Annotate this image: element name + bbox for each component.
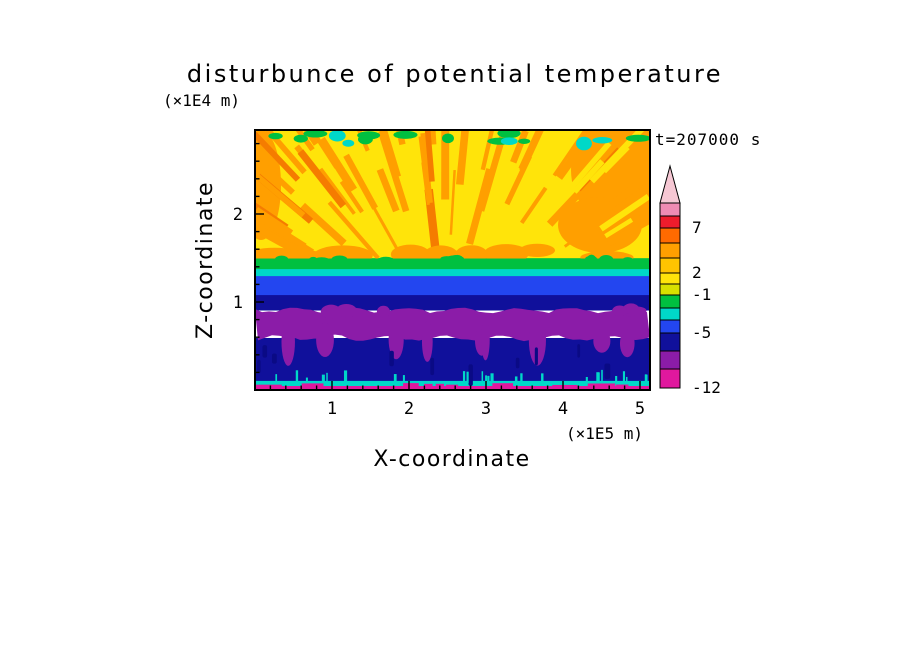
contour-plot: 1 2 3 4 5 1 2	[233, 129, 651, 419]
x-tick-label: 1	[327, 399, 337, 419]
colorbar-cell	[659, 368, 681, 389]
time-annotation: t=207000 s	[655, 130, 762, 149]
colorbar-cell	[659, 272, 681, 285]
y-axis-unit-label: (×1E4 m)	[163, 91, 241, 110]
x-tick-label: 3	[481, 399, 491, 419]
colorbar-cell	[659, 227, 681, 244]
x-axis-unit-label: (×1E5 m)	[566, 424, 644, 443]
colorbar-label: -5	[692, 323, 711, 342]
colorbar-cell	[659, 257, 681, 274]
colorbar-arrow	[659, 164, 681, 204]
x-tick-label: 2	[404, 399, 414, 419]
y-tick-label: 1	[233, 293, 243, 313]
x-tick-label: 4	[558, 399, 568, 419]
colorbar-cell	[659, 294, 681, 309]
colorbar-cell	[659, 202, 681, 217]
colorbar: 7 2 -1 -5 -12	[659, 164, 721, 397]
plot-frame	[254, 129, 651, 391]
colorbar-cell	[659, 319, 681, 334]
x-axis-title: X-coordinate	[373, 447, 531, 472]
y-axis-title: Z-coordinate	[193, 181, 218, 339]
colorbar-cell	[659, 350, 681, 370]
colorbar-label: 2	[692, 263, 702, 282]
y-tick-label: 2	[233, 205, 243, 225]
colorbar-label: 7	[692, 218, 702, 237]
contour-field	[255, 130, 650, 390]
colorbar-cell	[659, 242, 681, 259]
chart-title: disturbunce of potential temperature	[186, 60, 724, 88]
x-tick-label: 5	[635, 399, 645, 419]
colorbar-label: -12	[692, 378, 721, 397]
colorbar-label: -1	[692, 285, 711, 304]
colorbar-cell	[659, 215, 681, 229]
colorbar-cell	[659, 332, 681, 352]
colorbar-cell	[659, 307, 681, 321]
colorbar-cell	[659, 283, 681, 296]
